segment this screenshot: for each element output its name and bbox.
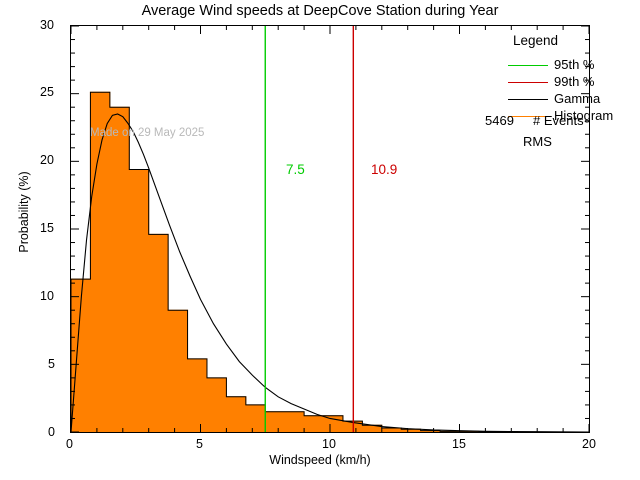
y-tick-10: 10	[40, 289, 54, 303]
legend-label-95th: 95th %	[554, 57, 595, 72]
legend-swatch-histogram	[508, 116, 548, 117]
y-tick-0: 0	[48, 425, 55, 439]
x-tick-20: 20	[582, 437, 596, 451]
legend-swatch-99th	[508, 82, 548, 83]
watermark: Made on 29 May 2025	[90, 127, 205, 139]
legend-label-gamma: Gamma	[554, 91, 601, 106]
y-tick-25: 25	[40, 85, 54, 99]
x-tick-0: 0	[66, 437, 73, 451]
x-tick-15: 15	[452, 437, 466, 451]
y-tick-5: 5	[48, 357, 55, 371]
x-tick-5: 5	[196, 437, 203, 451]
x-axis-label: Windspeed (km/h)	[269, 453, 371, 467]
legend-title: Legend	[513, 33, 559, 48]
plot-area	[70, 25, 590, 433]
y-axis-label: Probability (%)	[17, 171, 31, 253]
vline-label-99: 10.9	[371, 162, 398, 177]
y-tick-20: 20	[40, 153, 54, 167]
legend-label-histogram: Histogram	[554, 108, 614, 123]
legend-rms-label: RMS	[523, 134, 552, 149]
legend-label-99th: 99th %	[554, 74, 595, 89]
legend-swatch-95th	[508, 65, 548, 66]
legend-swatch-gamma	[508, 99, 548, 100]
legend-events-label: # Events	[533, 113, 584, 128]
vline-label-95: 7.5	[286, 162, 305, 177]
chart-canvas	[71, 26, 589, 432]
legend-events-count: 5469	[485, 113, 514, 128]
x-tick-10: 10	[322, 437, 336, 451]
chart-title: Average Wind speeds at DeepCove Station …	[141, 3, 499, 19]
y-tick-15: 15	[40, 221, 54, 235]
y-tick-30: 30	[40, 18, 54, 32]
